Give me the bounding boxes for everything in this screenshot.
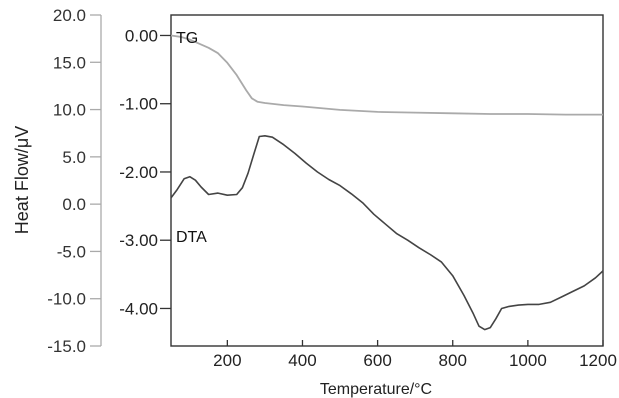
x-axis: 200 400 600 800 1000 1200 xyxy=(213,340,617,370)
tg-line xyxy=(170,34,603,116)
inner-axis-tick-label: -4.00 xyxy=(119,299,158,318)
plot-frame xyxy=(170,14,604,347)
x-axis-tick-label: 1200 xyxy=(579,351,617,370)
x-axis-tick-label: 800 xyxy=(439,351,467,370)
inner-axis-tick-label: -3.00 xyxy=(119,231,158,250)
tg-label: TG xyxy=(176,30,198,47)
left-axis-tick-label: -5.0 xyxy=(57,242,86,261)
inner-axis-tick-label: 0.00 xyxy=(125,26,158,45)
left-axis-tick-label: 15.0 xyxy=(53,53,86,72)
x-axis-tick-label: 1000 xyxy=(509,351,547,370)
left-axis-tick-label: 0.0 xyxy=(62,195,86,214)
dta-label: DTA xyxy=(176,229,207,246)
dta-line xyxy=(170,135,604,331)
x-axis-title: Temperature/°C xyxy=(320,381,432,398)
left-axis-tick-label: -10.0 xyxy=(47,290,86,309)
left-axis-tick-label: 5.0 xyxy=(62,148,86,167)
x-axis-tick-label: 200 xyxy=(213,351,241,370)
inner-axis: 0.00 -1.00 -2.00 -3.00 -4.00 xyxy=(119,26,171,318)
left-axis: 20.0 15.0 10.0 5.0 0.0 -5.0 -10.0 -15.0 xyxy=(47,6,102,356)
inner-axis-tick-label: -2.00 xyxy=(119,163,158,182)
left-axis-tick-label: -15.0 xyxy=(47,337,86,356)
left-axis-tick-label: 20.0 xyxy=(53,6,86,25)
y-axis-title: Heat Flow/μV xyxy=(12,126,32,234)
series-lines xyxy=(170,34,604,331)
x-axis-tick-label: 600 xyxy=(363,351,391,370)
left-axis-tick-label: 10.0 xyxy=(53,101,86,120)
x-axis-tick-label: 400 xyxy=(288,351,316,370)
inner-axis-tick-label: -1.00 xyxy=(119,95,158,114)
